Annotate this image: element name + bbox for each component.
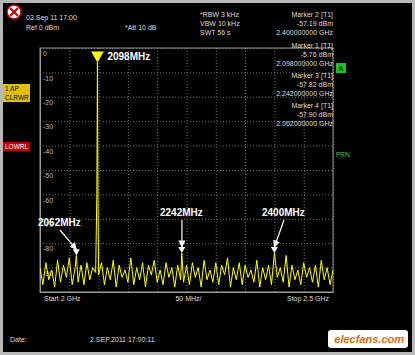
marker-symbol [73, 249, 80, 255]
footer-text: 50 MHz/ [175, 295, 201, 302]
trace [40, 62, 333, 287]
y-grid-line [40, 194, 333, 195]
y-grid-line [40, 170, 333, 171]
y-tick: -20 [40, 97, 333, 106]
side-label: LOWRL [5, 143, 29, 150]
marker-readout: Marker 4 [T1] [291, 102, 333, 110]
header-text: Ref 0 dBm [26, 24, 59, 31]
y-tick: -10 [40, 73, 333, 82]
y-tick-label: -30 [43, 123, 53, 130]
marker-readout: 2.242000000 GHz [276, 90, 333, 97]
marker-readout: 2.098000000 GHz [276, 60, 333, 67]
y-tick-label: -40 [43, 148, 53, 155]
marker-readout: -5.76 dBm [301, 51, 333, 58]
annotation: 2242MHz [160, 207, 203, 218]
y-tick: -60 [40, 195, 333, 204]
marker-readout: Marker 3 [T1] [291, 72, 333, 80]
plot-area [40, 51, 333, 287]
y-tick-label: 0 [43, 50, 47, 57]
marker-readout: -57.19 dBm [297, 20, 333, 27]
y-tick-label: -80 [43, 245, 53, 252]
side-label: PRN [336, 151, 350, 158]
marker-symbol [91, 51, 104, 62]
annotation: 2062MHz [38, 217, 81, 228]
y-grid-line [40, 243, 333, 244]
y-tick-label: -50 [43, 172, 53, 179]
header-text: *Att 10 dB [125, 24, 157, 31]
logo [7, 5, 21, 19]
watermark-box [328, 330, 408, 348]
annotation-arrow [181, 220, 182, 247]
x-tick [128, 48, 129, 292]
side-label: CLRWR [5, 94, 29, 101]
annotation: 2098MHz [107, 51, 150, 62]
marker-readout: 2.400000000 GHz [276, 29, 333, 36]
side-box [3, 142, 30, 151]
y-grid-line [40, 72, 333, 73]
annotation-arrow [274, 220, 284, 247]
watermark: elecfans.com [334, 333, 404, 345]
x-tick [157, 48, 158, 292]
y-tick: -70 [40, 219, 333, 228]
footer-text: Stop 2.5 GHz [287, 295, 330, 303]
spectrum-screen: 02.Sep 11 17:00 Ref 0 dBm *Att 10 dB *RBW 3… [0, 0, 415, 355]
marker-readout: 2.062000000 GHz [276, 120, 333, 127]
y-grid-line [40, 146, 333, 147]
y-tick-label: -20 [43, 99, 53, 106]
y-tick: -80 [40, 244, 333, 253]
plot-frame [40, 48, 333, 292]
date-text: Date: [10, 336, 27, 343]
annotation: 2400MHz [262, 207, 305, 218]
side-box [3, 84, 30, 102]
y-tick-label: -60 [43, 197, 53, 204]
y-tick: 0 [40, 49, 333, 58]
header-text: 02.Sep 11 17:00 [26, 14, 77, 22]
y-tick: -40 [40, 146, 333, 155]
header-text: SWT 56 s [200, 29, 231, 36]
y-tick: -50 [40, 171, 333, 180]
annotation-arrow [60, 230, 76, 249]
y-grid-line [40, 219, 333, 220]
marker-symbol [178, 247, 185, 253]
x-tick [216, 48, 217, 292]
footer-text: Start 2 GHz [44, 295, 81, 302]
y-axis: 0 -10 -20 -30 -40 -50 -60 -70 -80 -90 [40, 49, 333, 293]
header-text: VBW 10 kHz [200, 20, 240, 27]
x-grid-line [245, 48, 246, 292]
x-grid-line [187, 48, 188, 292]
side-label: 1 AP [5, 85, 19, 92]
marker-symbol [271, 247, 278, 253]
header-text: *RBW 3 kHz [200, 11, 239, 18]
y-tick-label: -10 [43, 75, 53, 82]
x-tick [245, 48, 246, 292]
x-grid-line [69, 48, 70, 292]
chart-root: 02.Sep 11 17:00 Ref 0 dBm *Att 10 dB *RBW 3… [0, 0, 415, 355]
marker-readout: -57.82 dBm [297, 81, 333, 88]
screen-background [2, 2, 414, 354]
x-grid-line [157, 48, 158, 292]
y-tick: -90 [40, 268, 333, 277]
x-axis [41, 48, 334, 293]
date-text: 2.SEP.2011 17:00:11 [90, 336, 155, 343]
marker-readout: Marker 1 [T1] [291, 42, 333, 50]
x-grid-line [216, 48, 217, 292]
side-label: A [339, 65, 344, 72]
x-tick [187, 48, 188, 292]
side-box [336, 63, 346, 73]
marker-readout: -57.90 dBm [297, 111, 333, 118]
marker-readout: Marker 2 [T1] [291, 11, 333, 19]
x-grid-line [128, 48, 129, 292]
x-tick [69, 48, 70, 292]
